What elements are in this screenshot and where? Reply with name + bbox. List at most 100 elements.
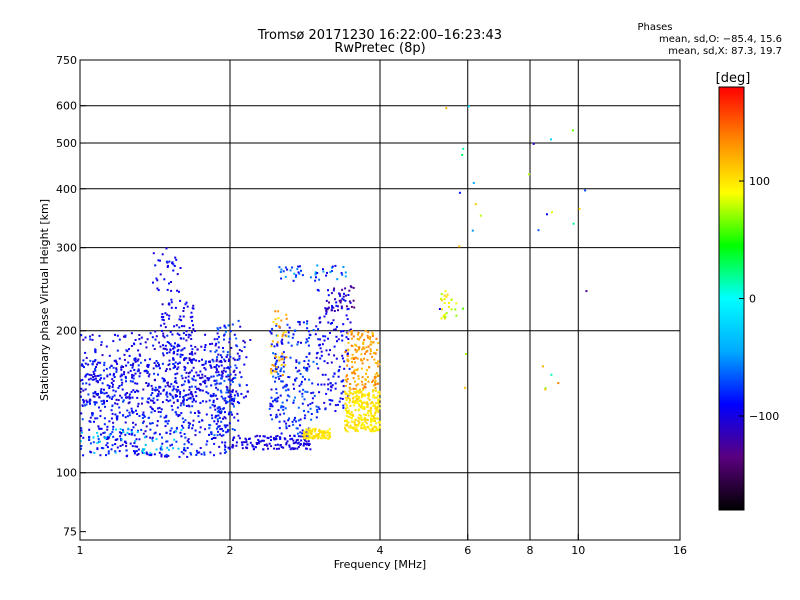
data-point [89,335,91,338]
data-point [172,352,175,355]
data-point [139,354,142,357]
data-point [157,259,160,262]
data-point [81,363,84,366]
data-point [320,383,323,386]
data-point [231,389,234,392]
colorbar-tick-label: 0 [749,293,756,306]
data-point [172,347,175,350]
data-point [238,402,241,405]
data-point [101,354,104,357]
data-point [101,403,104,406]
data-point [131,380,134,383]
data-point [225,424,228,427]
data-point [471,229,474,232]
data-point [124,393,127,396]
data-point [361,402,364,405]
data-point [347,397,349,399]
data-point [221,372,224,375]
data-point [183,368,186,371]
data-point [356,357,359,360]
data-point [205,391,208,394]
data-point [372,396,375,399]
data-point [363,385,366,388]
data-point [130,390,133,393]
data-point [236,358,239,361]
y-tick-label: 600 [56,100,77,113]
data-point [372,389,375,391]
data-point [259,440,262,443]
data-point [301,274,304,277]
data-point [350,426,353,429]
data-point [360,403,363,406]
data-point [306,369,309,372]
data-point [349,392,352,395]
data-point [325,312,328,315]
data-point [120,383,123,386]
data-point [186,439,189,442]
data-point [108,436,110,439]
data-point [165,260,168,263]
data-point [81,382,84,385]
data-point [133,434,136,437]
data-point [156,398,159,401]
data-point [222,350,225,353]
data-point [359,388,361,391]
data-point [364,417,367,420]
data-point [339,299,342,302]
data-point [170,405,173,408]
data-point [107,394,110,397]
colorbar-tick-label: −100 [749,410,779,423]
data-point [285,443,288,446]
data-point [308,352,311,355]
data-point [114,390,117,393]
data-point [277,375,280,378]
data-point [300,380,303,383]
data-point [204,362,207,365]
data-point [185,301,188,304]
data-point [227,389,230,392]
data-point [275,356,278,358]
data-point [358,397,361,400]
data-point [119,445,122,447]
data-point [130,407,133,410]
data-point [352,396,355,399]
data-point [352,397,355,400]
data-point [363,347,366,350]
data-point [101,391,104,394]
data-point [224,441,227,444]
data-point [328,399,331,401]
data-point [161,401,164,404]
data-point [370,412,373,415]
data-point [327,307,330,309]
data-point [323,434,326,437]
data-point [220,364,223,367]
data-point [342,295,345,298]
data-point [275,400,278,403]
data-point [231,428,234,431]
data-point [210,365,212,368]
data-point [181,353,184,356]
data-point [342,266,345,268]
data-point [275,388,278,391]
data-point [230,395,233,398]
data-point [314,428,317,431]
data-point [295,366,297,369]
data-point [345,349,348,352]
data-point [361,423,364,426]
data-point [215,386,218,389]
data-point [184,394,187,397]
data-point [238,349,241,351]
data-point [217,430,219,433]
data-point [223,424,226,427]
data-point [196,374,199,377]
data-point [226,430,229,433]
data-point [132,374,135,377]
data-point [145,382,148,384]
data-point [337,370,340,373]
data-point [270,372,273,375]
data-point [94,351,97,354]
data-point [370,406,372,409]
data-point [147,364,150,367]
data-point [103,361,106,364]
data-point [326,271,328,274]
